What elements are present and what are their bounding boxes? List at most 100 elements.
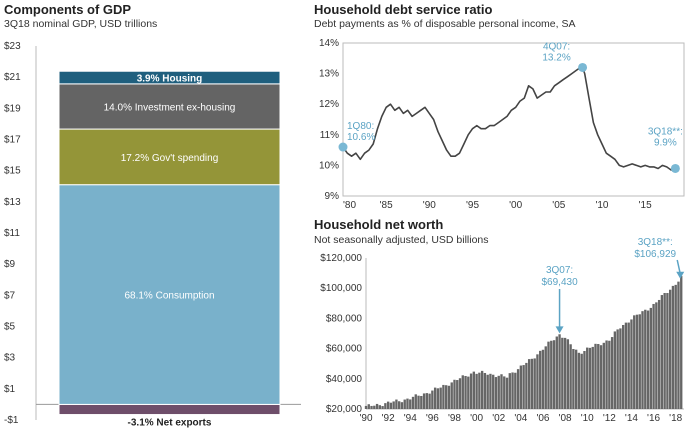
nw-bar <box>367 404 370 409</box>
nw-bar <box>597 343 600 409</box>
nw-bar <box>400 402 404 409</box>
nw-bar <box>406 398 409 409</box>
debt-x-tick-label: '05 <box>552 200 565 211</box>
nw-bar <box>381 406 384 409</box>
nw-bar <box>378 405 382 409</box>
debt-title: Household debt service ratio <box>314 2 492 17</box>
nw-x-tick-label: '12 <box>603 413 616 424</box>
nw-bar <box>663 292 666 409</box>
nw-x-tick-label: '98 <box>448 413 461 424</box>
nw-bar <box>533 358 536 409</box>
nw-bar <box>638 314 641 409</box>
nw-bar <box>572 348 575 409</box>
nw-bar <box>511 372 514 409</box>
nw-bar <box>561 337 564 409</box>
nw-x-tick-label: '90 <box>359 413 372 424</box>
nw-bar <box>621 324 625 409</box>
debt-y-tick-label: 12% <box>319 99 339 110</box>
nw-bar <box>420 395 423 409</box>
gdp-y-tick-label: $11 <box>4 228 20 239</box>
gdp-segment <box>58 70 281 85</box>
nw-bar <box>633 315 636 409</box>
nw-bar <box>480 370 484 409</box>
nw-bar <box>635 314 639 409</box>
debt-x-tick-label: '80 <box>343 200 356 211</box>
nw-bar <box>619 328 622 409</box>
gdp-y-tick-label: $1 <box>4 384 16 395</box>
debt-y-tick-label: 11% <box>320 130 339 141</box>
networth-bar-chart: $20,000 $40,000 $60,000 $80,000 $100,000 $120… <box>320 237 685 424</box>
nw-bar <box>389 402 393 409</box>
nw-bar <box>624 322 628 409</box>
nw-bar <box>660 295 664 409</box>
debt-y-tick-label: 9% <box>325 191 340 202</box>
nw-bar <box>594 343 597 409</box>
gdp-y-tick-label: $3 <box>4 353 16 364</box>
nw-bar <box>514 372 517 409</box>
gdp-segment <box>58 403 281 416</box>
gdp-segment-label: 68.1% Consumption <box>124 291 214 302</box>
debt-annotation-point <box>338 142 348 152</box>
nw-bar <box>608 340 611 409</box>
nw-y-tick-label: $80,000 <box>326 313 363 324</box>
nw-bar <box>547 341 550 409</box>
nw-bar <box>373 405 376 409</box>
nw-bar <box>489 373 492 409</box>
nw-bar <box>431 390 434 409</box>
nw-bar <box>519 365 523 409</box>
nw-bar <box>447 385 451 409</box>
nw-bar <box>539 350 542 409</box>
nw-y-tick-label: $20,000 <box>326 404 363 415</box>
nw-bar <box>486 374 489 409</box>
debt-y-tick-label: 10% <box>319 160 339 171</box>
debt-x-tick-label: '90 <box>423 200 436 211</box>
nw-bar <box>671 285 675 409</box>
nw-y-tick-label: $100,000 <box>320 283 362 294</box>
nw-x-tick-label: '04 <box>514 413 527 424</box>
gdp-y-tick-label: $23 <box>4 41 21 52</box>
debt-y-tick-label: 13% <box>319 69 339 80</box>
nw-bar <box>641 311 644 409</box>
gdp-y-tick-label: -$1 <box>4 415 19 426</box>
debt-y-tick-label: 14% <box>319 38 339 49</box>
nw-bar <box>456 380 459 409</box>
nw-bar <box>680 275 683 409</box>
nw-bar <box>677 281 680 409</box>
gdp-y-tick-label: $7 <box>4 290 16 301</box>
debt-annotation-label: 3Q18**: <box>648 126 683 137</box>
nw-bar <box>630 319 633 409</box>
nw-bar <box>464 375 467 409</box>
debt-line-chart: 9% 10% 11% 12% 13% 14% '80 '85 '90 '95 '00 '05 '10 '1… <box>319 38 685 211</box>
nw-x-tick-label: '00 <box>470 413 483 424</box>
nw-bar <box>478 372 481 409</box>
nw-bar <box>364 405 368 409</box>
nw-bar <box>644 309 647 409</box>
nw-bar <box>580 353 583 409</box>
nw-bar <box>536 354 539 409</box>
nw-bar <box>403 399 406 409</box>
nw-bar <box>646 310 650 409</box>
gdp-y-tick-label: $19 <box>4 103 21 114</box>
gdp-segment <box>58 128 281 186</box>
nw-bar <box>392 401 395 409</box>
gdp-segment-label: 17.2% Gov't spending <box>121 153 219 164</box>
nw-x-tick-label: '08 <box>559 413 572 424</box>
nw-bar <box>605 340 608 409</box>
nw-bar <box>555 336 558 409</box>
networth-subtitle: Not seasonally adjusted, USD billions <box>314 234 489 246</box>
gdp-stacked-bar: -3.1% Net exports 68.1% Consumption 17.2% … <box>58 70 281 429</box>
nw-bar <box>569 344 572 409</box>
nw-bar <box>469 373 473 409</box>
debt-annotation-label: 10.6% <box>347 132 375 143</box>
nw-annotation-label: 3Q07: <box>546 265 573 276</box>
nw-bar <box>450 382 453 409</box>
nw-bar <box>467 376 470 409</box>
nw-bar <box>541 349 545 409</box>
nw-bar <box>370 405 373 409</box>
nw-bar <box>453 379 456 409</box>
nw-bar <box>500 374 503 409</box>
nw-bar <box>395 399 398 409</box>
nw-annotation-arrow-line <box>676 259 681 274</box>
debt-annotation-label: 1Q80: <box>347 121 374 132</box>
